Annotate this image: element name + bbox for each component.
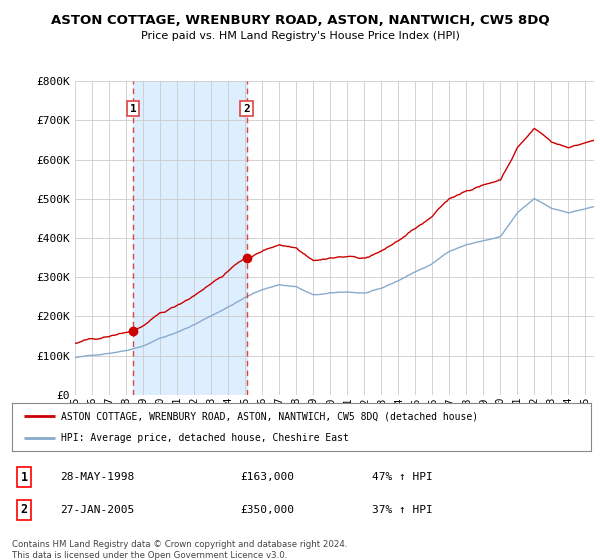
Bar: [133, 81, 247, 395]
Text: £350,000: £350,000: [240, 505, 294, 515]
Text: ASTON COTTAGE, WRENBURY ROAD, ASTON, NANTWICH, CW5 8DQ: ASTON COTTAGE, WRENBURY ROAD, ASTON, NAN…: [50, 14, 550, 27]
Text: HPI: Average price, detached house, Cheshire East: HPI: Average price, detached house, Ches…: [61, 433, 349, 443]
Text: 1: 1: [20, 470, 28, 484]
Text: ASTON COTTAGE, WRENBURY ROAD, ASTON, NANTWICH, CW5 8DQ (detached house): ASTON COTTAGE, WRENBURY ROAD, ASTON, NAN…: [61, 411, 478, 421]
Text: 37% ↑ HPI: 37% ↑ HPI: [372, 505, 433, 515]
Text: 2: 2: [243, 104, 250, 114]
Text: £163,000: £163,000: [240, 472, 294, 482]
Text: Contains HM Land Registry data © Crown copyright and database right 2024.
This d: Contains HM Land Registry data © Crown c…: [12, 540, 347, 560]
Text: 2: 2: [20, 503, 28, 516]
Text: 47% ↑ HPI: 47% ↑ HPI: [372, 472, 433, 482]
Text: 1: 1: [130, 104, 137, 114]
Text: 28-MAY-1998: 28-MAY-1998: [60, 472, 134, 482]
Text: Price paid vs. HM Land Registry's House Price Index (HPI): Price paid vs. HM Land Registry's House …: [140, 31, 460, 41]
Text: 27-JAN-2005: 27-JAN-2005: [60, 505, 134, 515]
